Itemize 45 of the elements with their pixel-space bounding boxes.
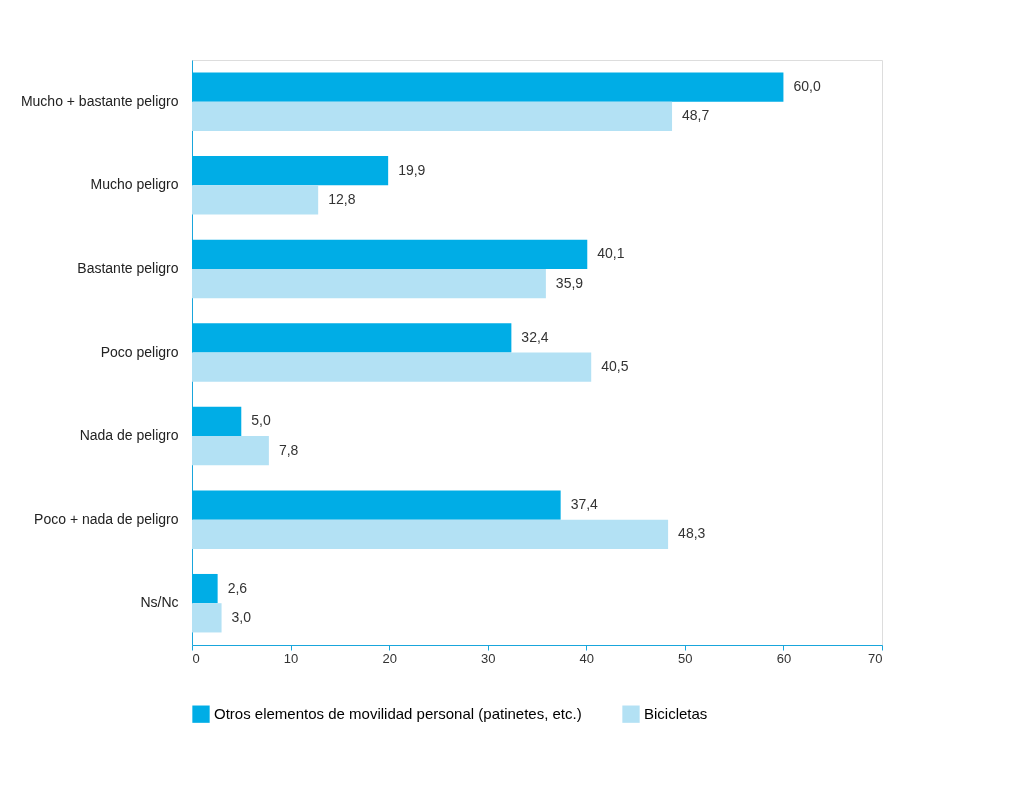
- data-label: 40,5: [601, 358, 629, 375]
- data-label: 12,8: [328, 190, 356, 207]
- bar: [192, 603, 222, 633]
- data-label: 35,9: [555, 274, 584, 291]
- y-tick-label: Bastante peligro: [77, 259, 179, 276]
- bar: [192, 519, 669, 549]
- y-tick-label: Poco + nada de peligro: [34, 510, 179, 527]
- x-tick-label: 20: [382, 650, 397, 666]
- bar: [192, 72, 784, 102]
- x-tick-label: 60: [776, 650, 792, 666]
- data-label: 5,0: [251, 412, 271, 429]
- y-tick-label: Ns/Nc: [140, 594, 179, 611]
- bar: [192, 436, 269, 466]
- x-tick-label: 70: [868, 650, 883, 666]
- bar: [192, 573, 218, 604]
- data-label: 2,6: [227, 579, 248, 596]
- x-tick-label: 10: [283, 650, 299, 666]
- data-label: 40,1: [597, 245, 625, 262]
- data-label: 3,0: [231, 608, 252, 625]
- data-label: 32,4: [521, 328, 549, 345]
- data-label: 60,0: [793, 78, 821, 95]
- bar: [192, 268, 546, 299]
- x-tick-label: 0: [192, 650, 200, 666]
- legend-label: Bicicletas: [644, 705, 708, 723]
- data-label: 7,8: [278, 441, 299, 458]
- bar: [192, 239, 588, 269]
- data-label: 48,3: [678, 525, 706, 542]
- bar: [192, 352, 592, 382]
- y-tick-label: Poco peligro: [100, 343, 179, 360]
- data-label: 19,9: [398, 161, 426, 178]
- data-label: 48,7: [682, 107, 710, 124]
- bar: [192, 185, 319, 215]
- bar: [192, 323, 512, 353]
- x-tick-label: 40: [579, 650, 595, 666]
- data-label: 37,4: [570, 496, 599, 513]
- x-tick-label: 30: [480, 650, 496, 666]
- y-tick-label: Mucho peligro: [90, 176, 179, 193]
- bar: [192, 490, 561, 520]
- bar: [192, 101, 673, 132]
- y-tick-label: Mucho + bastante peligro: [20, 92, 179, 109]
- legend-label: Otros elementos de movilidad personal (patinetes, etc.): [214, 705, 582, 723]
- y-tick-label: Nada de peligro: [79, 427, 179, 444]
- bar: [192, 406, 242, 437]
- bar: [192, 156, 389, 186]
- x-tick-label: 50: [678, 650, 693, 666]
